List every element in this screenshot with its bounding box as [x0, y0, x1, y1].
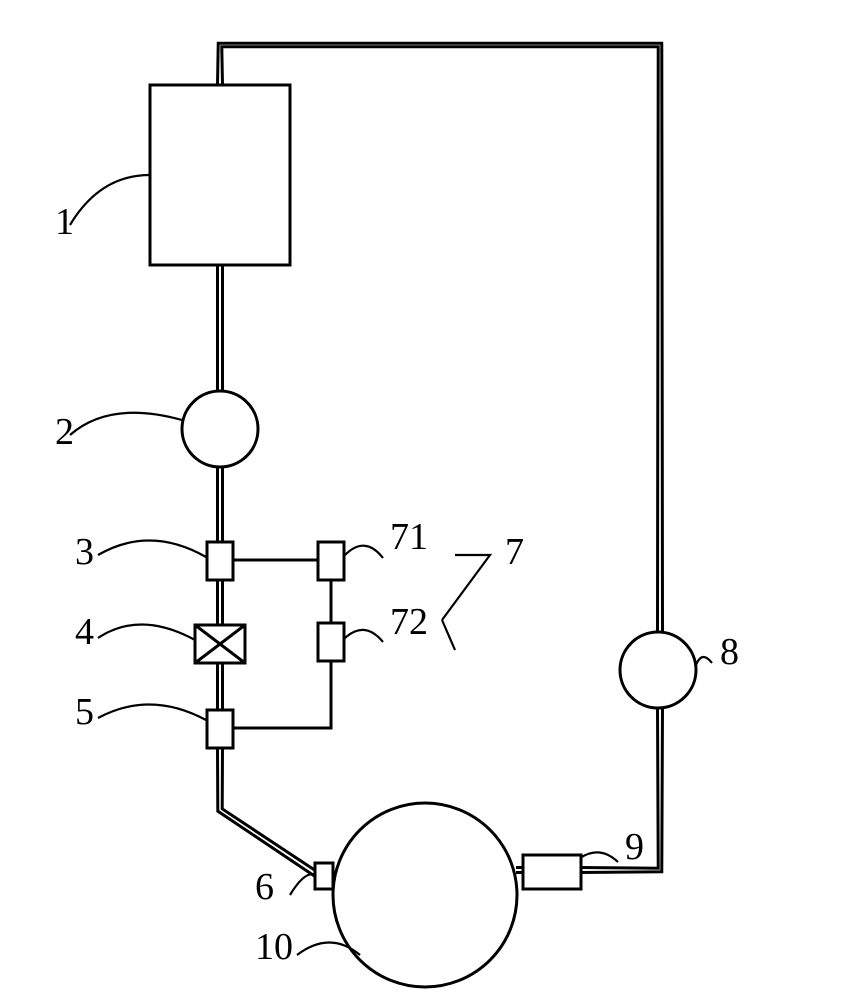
- label-7: 7: [505, 530, 524, 574]
- label-72: 72: [390, 600, 428, 644]
- node-n5: [207, 710, 233, 748]
- label-2: 2: [55, 410, 74, 454]
- node-n1: [150, 85, 290, 265]
- label-71: 71: [390, 515, 428, 559]
- label-4: 4: [75, 610, 94, 654]
- node-n71: [318, 542, 344, 580]
- node-n10: [333, 803, 517, 987]
- label-1: 1: [55, 200, 74, 244]
- node-n8: [620, 632, 696, 708]
- label-8: 8: [720, 630, 739, 674]
- node-n2: [182, 391, 258, 467]
- node-n9: [523, 855, 581, 889]
- label-9: 9: [625, 825, 644, 869]
- label-10: 10: [255, 925, 293, 969]
- label-3: 3: [75, 530, 94, 574]
- node-n72: [318, 623, 344, 661]
- node-n3: [207, 542, 233, 580]
- label-6: 6: [255, 865, 274, 909]
- node-n6: [315, 863, 333, 889]
- schematic-svg: [0, 0, 845, 1000]
- label-5: 5: [75, 690, 94, 734]
